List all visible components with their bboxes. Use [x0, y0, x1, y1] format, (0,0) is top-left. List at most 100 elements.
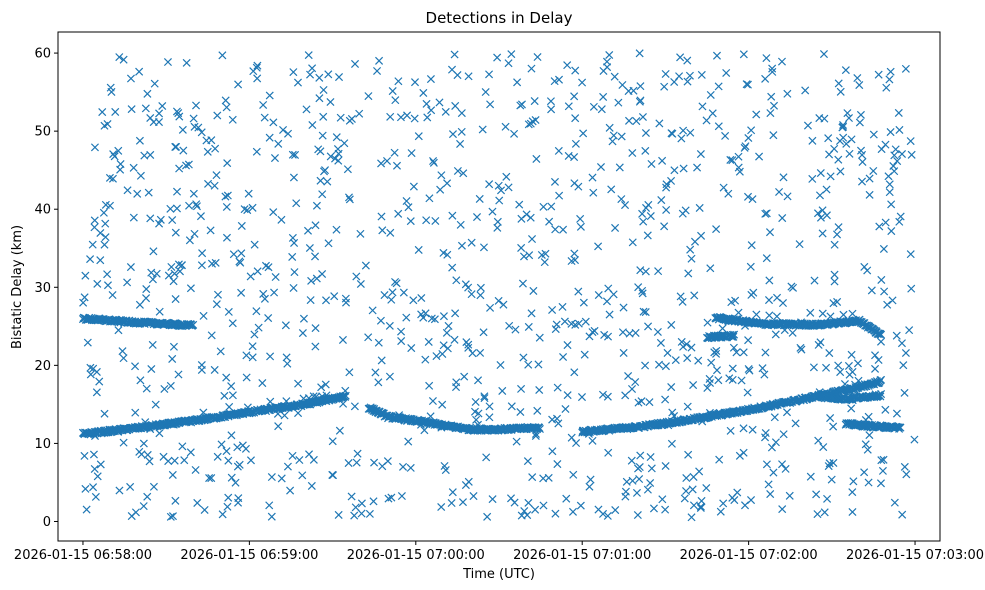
- data-point: [636, 451, 645, 460]
- y-tick-label: 30: [34, 281, 51, 296]
- data-point: [847, 350, 856, 359]
- data-point: [703, 383, 712, 392]
- data-point: [246, 456, 255, 465]
- data-point: [562, 494, 571, 503]
- data-point: [111, 107, 120, 116]
- data-point: [877, 456, 886, 465]
- data-point: [345, 195, 354, 204]
- data-point: [773, 293, 782, 302]
- data-point: [682, 487, 691, 496]
- data-point: [141, 104, 150, 113]
- data-point: [211, 258, 220, 267]
- data-point: [551, 509, 560, 518]
- data-point: [437, 171, 446, 180]
- data-point: [231, 478, 240, 487]
- data-point: [148, 275, 157, 284]
- data-point: [461, 280, 470, 289]
- data-point: [781, 464, 790, 473]
- data-point: [386, 112, 395, 121]
- data-point: [594, 505, 603, 514]
- data-point: [171, 228, 180, 237]
- data-point: [689, 501, 698, 510]
- data-point: [527, 235, 537, 244]
- data-point: [702, 484, 711, 493]
- data-point: [377, 212, 386, 221]
- data-point: [646, 212, 655, 221]
- data-point: [114, 146, 123, 155]
- data-point: [546, 97, 555, 106]
- data-point: [706, 90, 715, 99]
- data-point: [687, 513, 696, 522]
- data-point: [218, 510, 227, 519]
- data-point: [761, 74, 770, 83]
- data-point: [470, 407, 479, 416]
- data-point: [879, 455, 888, 464]
- data-point: [147, 268, 156, 277]
- data-point: [123, 186, 132, 195]
- data-point: [594, 291, 603, 300]
- data-point: [617, 132, 626, 141]
- data-point: [728, 156, 737, 165]
- x-tick-label: 2026-01-15 06:58:00: [14, 548, 152, 563]
- data-point: [865, 174, 874, 183]
- data-point: [857, 177, 867, 186]
- data-point: [81, 271, 90, 280]
- data-point: [588, 173, 597, 182]
- data-point: [907, 150, 916, 159]
- data-point: [540, 258, 549, 267]
- data-point: [844, 361, 853, 370]
- data-point: [386, 228, 395, 237]
- data-point: [889, 161, 898, 171]
- data-point: [570, 92, 579, 101]
- data-point: [174, 260, 183, 269]
- data-point: [350, 59, 360, 68]
- data-point: [676, 53, 685, 62]
- data-point: [312, 274, 321, 283]
- data-point: [637, 397, 646, 406]
- data-point: [632, 117, 641, 126]
- data-point: [818, 206, 827, 215]
- data-point: [615, 163, 624, 172]
- data-point: [532, 154, 541, 163]
- data-point: [144, 188, 153, 197]
- data-point: [636, 82, 645, 91]
- data-point: [164, 457, 173, 466]
- data-point: [149, 482, 158, 491]
- data-point: [778, 460, 787, 469]
- data-point: [880, 287, 889, 296]
- data-point: [576, 222, 585, 231]
- data-point: [845, 149, 854, 158]
- data-point: [89, 483, 98, 492]
- data-point: [448, 488, 457, 497]
- data-point: [212, 171, 221, 180]
- data-point: [830, 277, 839, 286]
- data-point: [419, 88, 428, 97]
- data-point: [464, 343, 473, 352]
- data-point: [341, 391, 350, 400]
- data-point: [747, 241, 756, 250]
- data-point: [364, 92, 373, 101]
- data-point: [685, 71, 694, 80]
- data-point: [264, 314, 273, 323]
- data-point: [127, 105, 136, 114]
- data-point: [879, 244, 888, 253]
- data-point: [480, 394, 489, 403]
- data-point: [421, 355, 430, 364]
- data-point: [797, 345, 806, 354]
- data-point: [695, 203, 704, 212]
- data-point: [531, 431, 540, 441]
- data-point: [621, 201, 630, 210]
- data-point: [82, 505, 91, 514]
- data-point: [283, 462, 292, 471]
- data-point: [425, 194, 434, 203]
- data-point: [133, 189, 142, 198]
- data-point: [576, 214, 585, 223]
- x-axis: 2026-01-15 06:58:00 2026-01-15 06:59:00 20…: [14, 541, 984, 563]
- data-point: [391, 96, 400, 105]
- data-point: [517, 214, 526, 223]
- data-point: [660, 222, 669, 231]
- data-point: [525, 251, 534, 260]
- data-point: [689, 381, 698, 390]
- data-point: [318, 131, 327, 140]
- data-point: [439, 312, 448, 321]
